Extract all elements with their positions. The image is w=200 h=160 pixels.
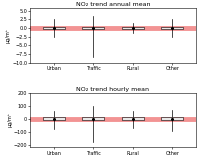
Y-axis label: μg/m³: μg/m³ xyxy=(6,28,11,43)
Bar xyxy=(122,27,144,29)
Title: NO₂ trend hourly mean: NO₂ trend hourly mean xyxy=(76,87,150,92)
Bar xyxy=(122,117,144,120)
Bar xyxy=(82,117,104,120)
Bar xyxy=(161,27,183,29)
Bar xyxy=(82,27,104,29)
Bar xyxy=(43,27,65,29)
Y-axis label: μg/m³: μg/m³ xyxy=(7,112,12,127)
Title: NO₂ trend annual mean: NO₂ trend annual mean xyxy=(76,2,150,7)
Bar xyxy=(43,117,65,120)
Bar xyxy=(161,117,183,120)
